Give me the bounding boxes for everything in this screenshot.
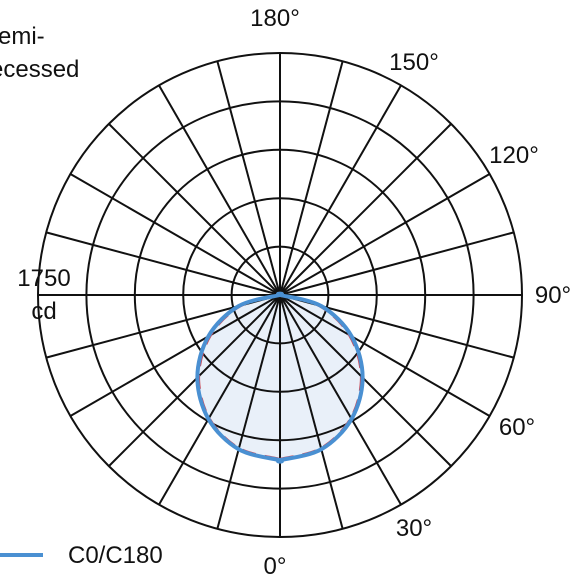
angle-label-60: 60° bbox=[499, 414, 535, 441]
polar-spoke-255 bbox=[45, 231, 281, 296]
mounting-label-line-1: emi- bbox=[0, 23, 45, 50]
polar-spoke-120 bbox=[279, 173, 491, 296]
angle-label-150: 150° bbox=[389, 49, 439, 76]
angle-label-30: 30° bbox=[396, 515, 432, 542]
angle-label-120: 120° bbox=[489, 142, 539, 169]
polar-spoke-315 bbox=[108, 294, 281, 467]
angle-label-90: 90° bbox=[535, 282, 571, 309]
polar-spoke-225 bbox=[108, 123, 281, 296]
series-layer bbox=[195, 291, 365, 464]
radial-max-label-line-2: cd bbox=[31, 298, 56, 325]
mounting-label-line-2: ecessed bbox=[0, 56, 79, 83]
series-line-c0-c180 bbox=[195, 291, 365, 464]
polar-spoke-195 bbox=[216, 60, 281, 296]
angle-label-0: 0° bbox=[264, 553, 287, 580]
polar-spoke-15 bbox=[279, 294, 344, 530]
polar-spoke-240 bbox=[69, 173, 281, 296]
polar-spoke-135 bbox=[279, 123, 452, 296]
polar-spoke-30 bbox=[279, 294, 402, 506]
angle-label-180: 180° bbox=[250, 5, 300, 32]
polar-spoke-105 bbox=[279, 231, 515, 296]
polar-spoke-300 bbox=[69, 294, 281, 417]
polar-spoke-150 bbox=[279, 84, 402, 296]
polar-spoke-60 bbox=[279, 294, 491, 417]
polar-spoke-210 bbox=[158, 84, 281, 296]
polar-spoke-45 bbox=[279, 294, 452, 467]
polar-spoke-345 bbox=[216, 294, 281, 530]
polar-spoke-330 bbox=[158, 294, 281, 506]
radial-max-label-line-1: 1750 bbox=[17, 265, 70, 292]
polar-spoke-165 bbox=[279, 60, 344, 296]
legend-label-c0-c180: C0/C180 bbox=[68, 542, 163, 569]
label-layer: 180° 150° 120° 90° 60° 30° 0° emi-ecessed 1750 cd… bbox=[0, 5, 571, 580]
